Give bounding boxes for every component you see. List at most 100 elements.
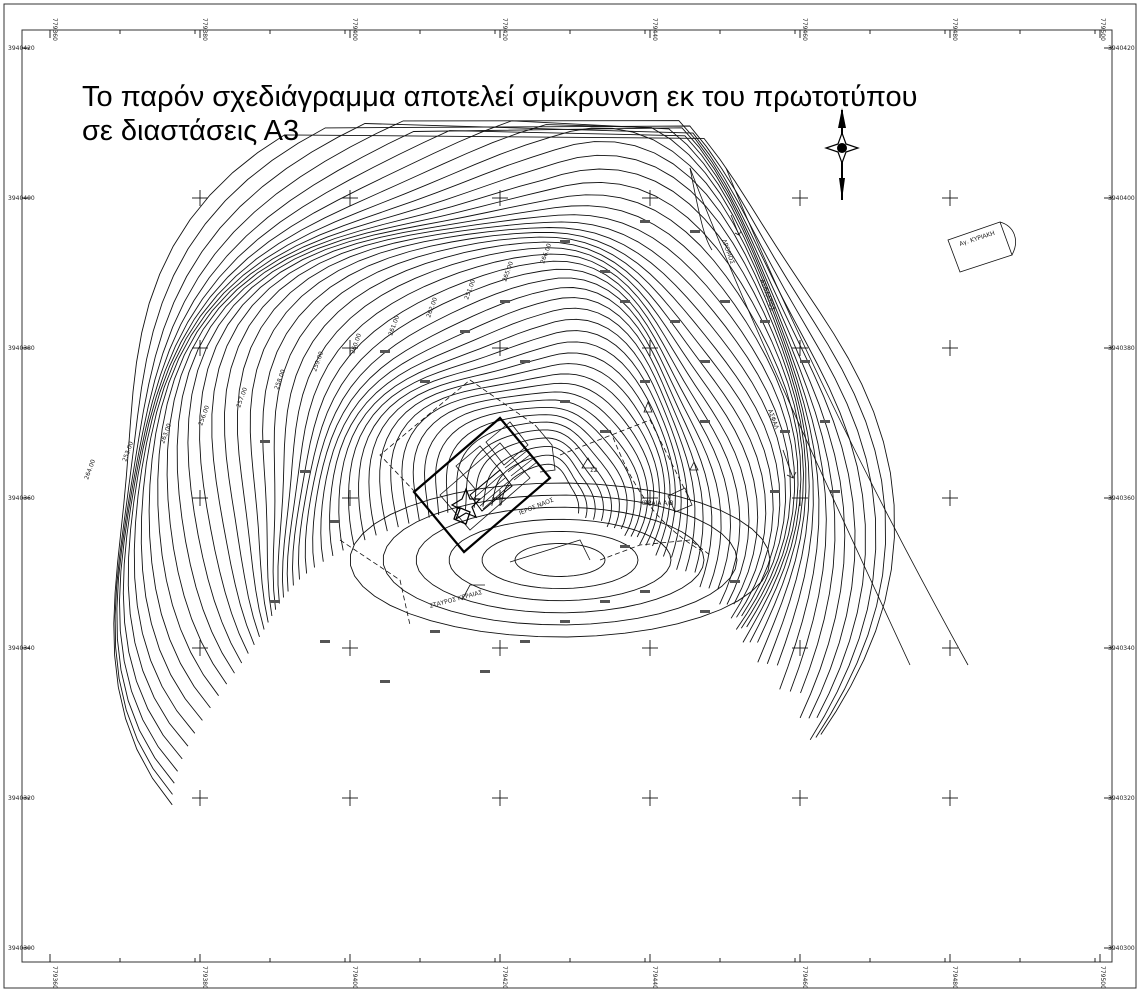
spot-height-mark	[700, 610, 710, 613]
contour-loop	[448, 518, 672, 602]
spot-height-mark	[600, 600, 610, 603]
contour-loop	[514, 543, 606, 577]
coord-label-top: 779400	[351, 18, 358, 41]
spot-height-mark	[670, 320, 680, 323]
coord-label-top: 779460	[801, 18, 808, 41]
contour-line	[338, 318, 689, 570]
spot-height-mark	[560, 400, 570, 403]
spot-height-mark	[620, 545, 630, 548]
coord-label-top: 779500	[1099, 18, 1106, 41]
contour-label: 259.00	[311, 350, 325, 372]
spot-height-mark	[520, 360, 530, 363]
spot-height-mark	[620, 300, 630, 303]
spot-heights	[260, 220, 840, 683]
spot-height-mark	[720, 300, 730, 303]
coord-label-top: 779380	[201, 18, 208, 41]
coordinate-labels: 779360 779380 779400 779420 779440 779460 7794…	[8, 18, 1135, 989]
contour-line	[113, 134, 895, 806]
spot-height-mark	[640, 380, 650, 383]
contour-line	[199, 194, 802, 654]
spot-height-mark	[770, 490, 780, 493]
contour-line	[491, 454, 588, 519]
contour-line	[304, 277, 722, 589]
contour-label: 258.00	[273, 368, 287, 390]
grid-edge-ticks	[22, 30, 1112, 962]
coord-label-bottom: 779440	[651, 966, 658, 989]
cross-label: ΣΤΑΥΡΟΣ ΚΕΡΑΙΑΣ	[429, 589, 484, 610]
spot-height-mark	[460, 330, 470, 333]
contour-line	[249, 227, 787, 630]
contour-line	[277, 241, 767, 619]
contour-line	[329, 307, 696, 572]
chapel-label: Αγ. ΚΥΡΙΑΚΗ	[958, 230, 995, 248]
spot-height-mark	[700, 420, 710, 423]
contour-line	[348, 330, 682, 558]
spot-height-mark	[830, 490, 840, 493]
coord-label-left: 3940360	[8, 495, 35, 502]
contour-label: 262.00	[425, 296, 439, 318]
coord-label-right: 3940380	[1108, 345, 1135, 352]
contour-line	[148, 127, 820, 709]
coord-label-right: 3940360	[1108, 495, 1135, 502]
coord-label-bottom: 779360	[51, 966, 58, 989]
coord-label-bottom: 779500	[1099, 966, 1106, 989]
contour-line	[272, 236, 774, 618]
inner-frame	[21, 29, 1113, 963]
coord-label-bottom: 779480	[951, 966, 958, 989]
contour-line	[379, 363, 666, 547]
contour-line	[176, 168, 807, 674]
contour-line	[473, 437, 604, 522]
church-building: ΙΕΡΟΣ ΝΑΟΣ	[379, 379, 556, 554]
reduction-note: Το παρόν σχεδιάγραμμα αποτελεί σμίκρυνση…	[82, 80, 1042, 148]
contour-line	[187, 181, 804, 664]
spot-height-mark	[600, 430, 610, 433]
contour-line	[122, 127, 856, 760]
coord-label-top: 779480	[951, 18, 958, 41]
coord-label-right: 3940320	[1108, 795, 1135, 802]
contour-line	[116, 123, 877, 784]
contour-line	[281, 247, 759, 605]
contour-line	[465, 429, 612, 528]
spot-height-mark	[600, 270, 610, 273]
spot-height-mark	[560, 240, 570, 243]
coord-label-right: 3940300	[1108, 945, 1135, 952]
contour-line	[140, 124, 827, 721]
contour-line	[292, 260, 741, 605]
contour-loop	[415, 506, 705, 614]
station-label: Σ2	[590, 467, 598, 474]
coord-label-bottom: 779400	[351, 966, 358, 989]
spot-height-mark	[320, 640, 330, 643]
spot-height-mark	[820, 420, 830, 423]
spot-height-mark	[800, 360, 810, 363]
contour-loop	[481, 530, 639, 590]
contour-line	[114, 125, 886, 795]
outer-frame	[3, 3, 1137, 989]
contour-line	[500, 463, 580, 514]
contour-line	[127, 130, 846, 747]
contour-line	[298, 268, 731, 590]
north-arrow-icon	[824, 108, 860, 200]
coord-label-left: 3940300	[8, 945, 35, 952]
coord-label-top: 779360	[51, 18, 58, 41]
road: ΔΡΟΜΟΣ ΑΣΦΑΛΤΟΣ ΑΣΦΑΛ	[689, 167, 969, 666]
spot-height-mark	[330, 520, 340, 523]
contour-line	[237, 221, 791, 630]
spot-height-mark	[260, 440, 270, 443]
tank-label: ΚΕΡΑΙΑ Α/Β	[640, 500, 673, 507]
contour-line	[286, 253, 750, 605]
contour-line	[482, 445, 596, 520]
coord-label-right: 3940340	[1108, 645, 1135, 652]
contour-line	[358, 341, 676, 557]
contour-line	[390, 373, 660, 546]
coord-label-bottom: 779460	[801, 966, 808, 989]
spot-height-mark	[700, 360, 710, 363]
spot-height-mark	[640, 220, 650, 223]
spot-height-mark	[560, 620, 570, 623]
spot-height-mark	[480, 670, 490, 673]
coord-label-bottom: 779420	[501, 966, 508, 989]
spot-height-mark	[730, 580, 740, 583]
contour-label: 257.00	[235, 386, 249, 408]
road-label-2: ΔΡΟΜΟΣ	[720, 238, 736, 265]
contour-line	[320, 297, 704, 573]
